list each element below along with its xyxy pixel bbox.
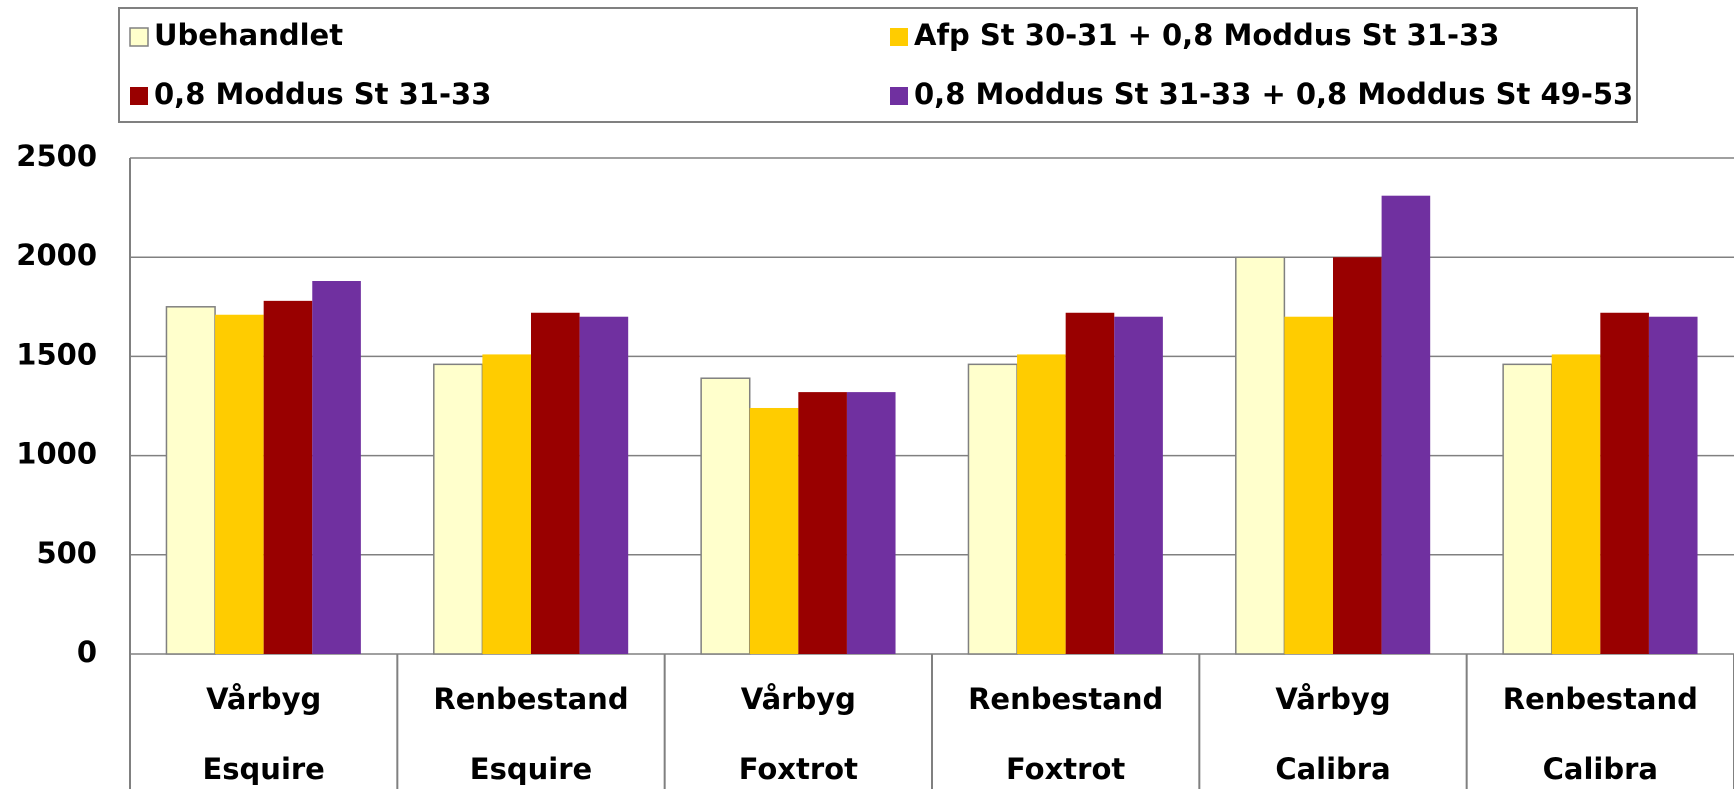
x-tick-label: Calibra — [1275, 752, 1390, 786]
bar — [1017, 354, 1066, 654]
bar — [165, 306, 216, 655]
x-tick-label: Renbestand — [433, 682, 628, 716]
legend-swatch — [890, 28, 908, 46]
bar — [1235, 256, 1286, 655]
x-tick-label: Esquire — [470, 752, 592, 786]
bar — [846, 392, 896, 654]
legend-label: Afp St 30-31 + 0,8 Moddus St 31-33 — [914, 18, 1499, 52]
bar — [1065, 312, 1115, 654]
bar — [1284, 316, 1333, 654]
legend-box — [118, 7, 1638, 123]
bar — [433, 363, 484, 655]
bar — [749, 407, 799, 654]
x-tick-label: Foxtrot — [1006, 752, 1125, 786]
bar — [531, 312, 580, 654]
y-tick-label: 500 — [36, 536, 97, 570]
bar — [700, 377, 751, 655]
y-tick-label: 2000 — [16, 238, 97, 272]
bar — [798, 392, 847, 654]
legend-swatch — [890, 87, 908, 105]
x-tick-label: Vårbyg — [206, 682, 321, 716]
bar — [1333, 257, 1382, 654]
x-tick-label: Calibra — [1543, 752, 1658, 786]
bar — [1648, 316, 1698, 654]
x-tick-label: Vårbyg — [741, 682, 856, 716]
bar — [215, 314, 264, 654]
y-tick-label: 2500 — [16, 139, 97, 173]
bar — [312, 281, 361, 654]
x-tick-label: Foxtrot — [739, 752, 858, 786]
legend-swatch — [130, 87, 148, 105]
legend-swatch — [129, 27, 149, 47]
y-tick-label: 0 — [77, 635, 97, 669]
x-tick-label: Renbestand — [968, 682, 1163, 716]
legend-label: Ubehandlet — [154, 18, 343, 52]
y-tick-label: 1500 — [16, 337, 97, 371]
legend-label: 0,8 Moddus St 31-33 + 0,8 Moddus St 49-5… — [914, 77, 1633, 111]
bar — [967, 363, 1018, 655]
bar — [263, 300, 313, 654]
x-tick-label: Vårbyg — [1275, 682, 1390, 716]
bar — [1114, 316, 1163, 654]
bar — [1551, 354, 1601, 654]
bar — [482, 354, 531, 654]
bar — [1600, 312, 1649, 654]
bar — [579, 316, 629, 654]
x-tick-label: Renbestand — [1503, 682, 1698, 716]
bar — [1502, 363, 1553, 655]
legend-label: 0,8 Moddus St 31-33 — [154, 77, 491, 111]
y-tick-label: 1000 — [16, 437, 97, 471]
bar — [1381, 195, 1431, 655]
x-tick-label: Esquire — [202, 752, 324, 786]
